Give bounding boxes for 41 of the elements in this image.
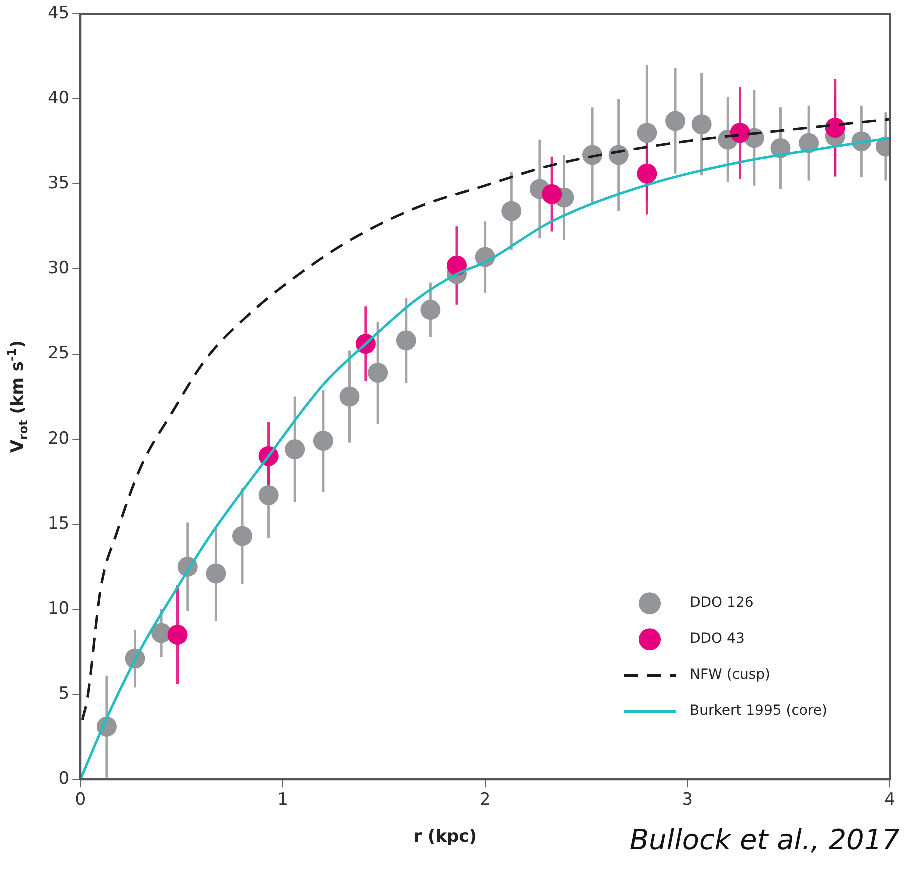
point	[206, 564, 226, 584]
text: Bullock et al., 2017	[630, 824, 900, 857]
point	[168, 624, 188, 645]
point	[340, 386, 360, 407]
y-tick-label: 25	[48, 344, 70, 364]
y-tick-label: 35	[48, 174, 70, 194]
y-tick-label: 10	[48, 598, 70, 619]
x-axis-title: r (kpc)	[414, 827, 478, 848]
y-tick-label: 0	[58, 769, 70, 790]
legend-label: DDO 126	[690, 595, 754, 612]
x-tick-label: 1	[278, 790, 288, 810]
point	[396, 330, 416, 351]
point	[637, 164, 658, 184]
point	[666, 111, 686, 132]
point	[368, 362, 388, 383]
legend-label: NFW (cusp)	[690, 667, 770, 684]
y-tick-label: 5	[58, 684, 70, 704]
point	[502, 201, 522, 222]
x-tick-label: 3	[682, 790, 694, 810]
point	[730, 123, 750, 144]
y-tick-label: 40	[48, 88, 70, 108]
legend-label: Burkert 1995 (core)	[690, 703, 828, 720]
point	[825, 118, 846, 138]
point	[446, 256, 467, 276]
point	[542, 184, 562, 204]
y-tick-label: 15	[48, 514, 70, 534]
y-tick-label: 20	[48, 428, 70, 449]
point	[692, 114, 712, 135]
point	[637, 123, 658, 144]
point	[313, 431, 334, 452]
point	[258, 485, 279, 506]
y-axis-title: Vrot (km s-1)	[4, 340, 31, 454]
x-tick-label: 0	[75, 790, 86, 810]
x-tick-label: 2	[480, 790, 491, 810]
legend-label: DDO 43	[690, 631, 745, 648]
point	[285, 440, 306, 460]
x-tick-label: 4	[884, 790, 896, 810]
point	[420, 300, 441, 320]
point	[232, 526, 253, 546]
y-tick-label: 45	[48, 3, 70, 24]
y-tick-label: 30	[48, 258, 70, 279]
